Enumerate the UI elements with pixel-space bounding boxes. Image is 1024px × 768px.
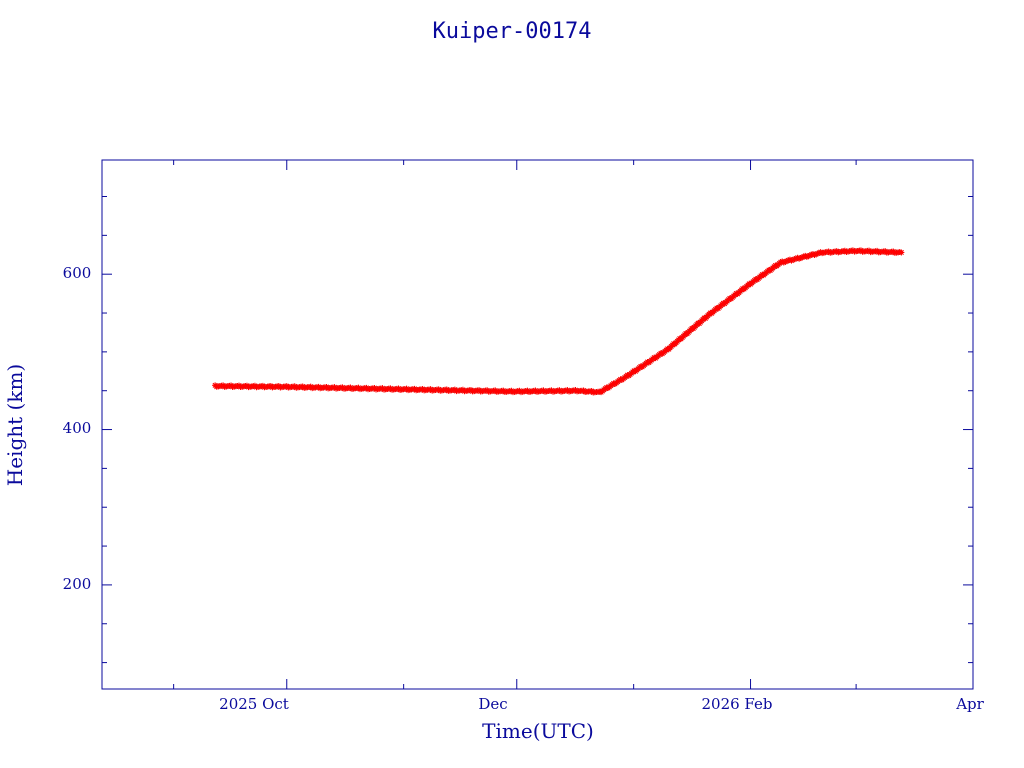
y-tick-label-600: 600 [63, 264, 92, 282]
y-axis-label: Height (km) [3, 364, 27, 486]
x-tick-label-apr: Apr [955, 695, 984, 713]
series-0-marker [617, 376, 624, 383]
series-height [212, 247, 905, 396]
series-0-marker [789, 256, 796, 263]
series-0-marker [777, 259, 784, 266]
series-0-marker [610, 380, 617, 387]
series-0-trace [215, 248, 902, 395]
y-axis-ticks [102, 196, 973, 664]
x-tick-label-2025-oct: 2025 Oct [219, 695, 289, 713]
series-0-marker [596, 388, 603, 395]
series-0-marker [799, 254, 806, 261]
series-0-marker [782, 258, 789, 265]
series-0-marker [793, 255, 800, 262]
series-0-marker [788, 257, 795, 264]
series-0-marker [808, 251, 815, 258]
chart-title: Kuiper-00174 [433, 19, 592, 44]
series-0-marker [603, 384, 610, 391]
series-0-marker [783, 258, 790, 265]
series-0-marker [811, 252, 818, 259]
series-0-marker [780, 259, 787, 266]
plot-frame [101, 159, 974, 690]
series-0-marker [898, 249, 905, 256]
x-axis-label: Time(UTC) [482, 719, 594, 743]
series-0-marker [803, 253, 810, 260]
y-tick-label-200: 200 [63, 575, 92, 593]
series-0-marker [796, 255, 803, 262]
series-0-marker [816, 249, 823, 256]
x-axis-ticks [173, 160, 974, 689]
series-0-marker [797, 255, 804, 262]
x-tick-label-dec: Dec [478, 695, 507, 713]
series-0-marker [814, 250, 821, 257]
series-0-marker [785, 257, 792, 264]
x-tick-label-2026-feb: 2026 Feb [701, 695, 772, 713]
series-0-marker [805, 253, 812, 260]
series-0-marker [800, 253, 807, 260]
series-0-marker [791, 256, 798, 263]
series-0-marker [806, 252, 813, 259]
series-0-marker [813, 251, 820, 258]
y-tick-label-400: 400 [63, 419, 92, 437]
